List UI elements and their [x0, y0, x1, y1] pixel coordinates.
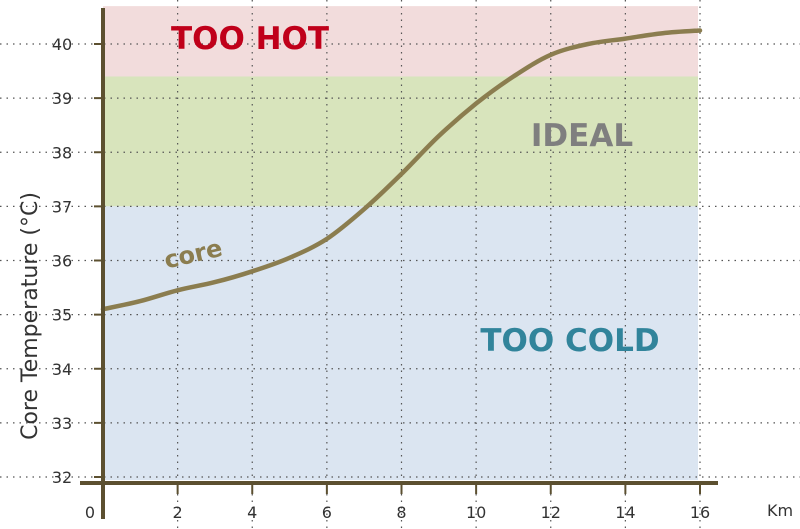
x-tick-label-8: 16: [690, 503, 710, 522]
y-tick-label-8: 40: [52, 35, 72, 54]
zone-label-1: IDEAL: [531, 118, 633, 154]
x-axis-label: Km: [767, 501, 793, 520]
x-tick-label-2: 4: [247, 503, 257, 522]
series-line-core: [100, 28, 703, 312]
x-tick-label-7: 14: [615, 503, 635, 522]
y-tick-label-2: 34: [52, 360, 72, 379]
x-tick-label-4: 8: [396, 503, 406, 522]
zone-label-2: TOO COLD: [480, 323, 659, 359]
axes-layer: [80, 8, 718, 519]
y-tick-label-4: 36: [52, 252, 72, 271]
x-tick-label-3: 6: [322, 503, 332, 522]
x-tick-label-1: 2: [173, 503, 183, 522]
y-tick-label-7: 39: [52, 89, 72, 108]
y-tick-label-0: 32: [52, 468, 72, 487]
zone-label-0: TOO HOT: [171, 21, 329, 57]
y-tick-label-3: 35: [52, 306, 72, 325]
y-axis-label: Core Temperature (°C): [18, 192, 43, 440]
x-tick-label-6: 12: [541, 503, 561, 522]
y-tick-label-1: 33: [52, 414, 72, 433]
ticks-layer: 32 33 34 35 36 37 38 39 40 0 2 4 6 8 10 12 14 16: [52, 35, 710, 522]
y-tick-label-6: 38: [52, 143, 72, 162]
y-tick-label-5: 37: [52, 197, 72, 216]
x-tick-label-5: 10: [466, 503, 486, 522]
x-tick-label-0: 0: [85, 503, 95, 522]
zone-band-2: [103, 206, 698, 480]
zone-labels-layer: TOO HOT IDEAL TOO COLD: [171, 21, 660, 359]
